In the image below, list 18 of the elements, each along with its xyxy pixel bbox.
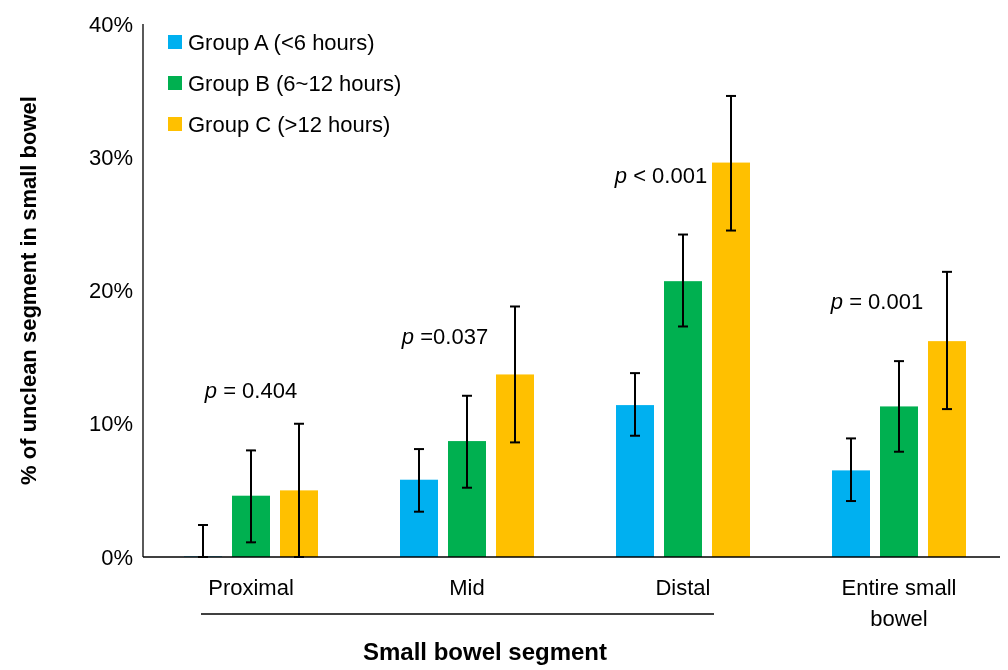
y-tick-label: 30%: [88, 144, 133, 170]
x-tick-label: Mid: [449, 575, 485, 600]
annotation: p = 0.404: [203, 378, 298, 404]
x-axis-title: Small bowel segment: [362, 638, 608, 665]
legend-label: Group C (>12 hours): [188, 111, 391, 137]
y-tick-label: 40%: [88, 11, 133, 37]
x-tick-label: Entire small bowel: [841, 575, 957, 631]
legend-label: Group A (<6 hours): [188, 29, 375, 55]
y-axis-title: % of unclean segment in small bowel: [16, 96, 41, 485]
y-tick-label: 20%: [88, 278, 133, 304]
x-tick-label: Proximal: [208, 575, 294, 600]
y-tick-label: 10%: [88, 411, 133, 437]
x-tick-label: Distal: [655, 575, 711, 600]
y-tick-label: 0%: [101, 544, 133, 570]
legend-label: Group B (6~12 hours): [188, 70, 402, 96]
annotation: p =0.037: [400, 323, 489, 349]
annotation: p = 0.001: [829, 289, 924, 315]
annotation: p < 0.001: [613, 162, 708, 188]
